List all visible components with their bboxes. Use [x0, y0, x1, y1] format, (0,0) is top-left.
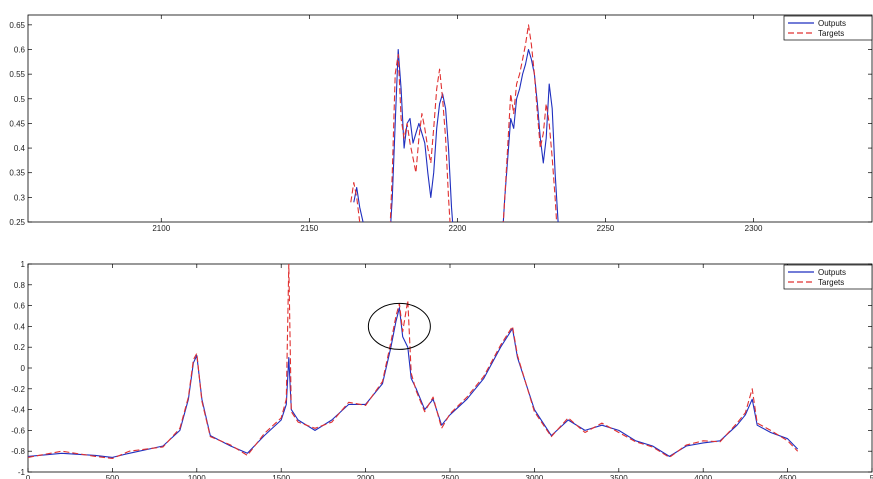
y-tick-label: 0.2 — [14, 343, 26, 352]
legend-label-outputs: Outputs — [818, 268, 846, 277]
x-tick-label: 2500 — [441, 474, 459, 479]
y-tick-label: 0.25 — [9, 218, 25, 227]
y-tick-label: 0.4 — [14, 322, 26, 331]
y-tick-label: 0.5 — [14, 95, 26, 104]
y-tick-label: -0.2 — [11, 385, 25, 394]
legend-box — [783, 15, 873, 41]
x-tick-label: 500 — [106, 474, 120, 479]
x-tick-label: 1000 — [188, 474, 206, 479]
legend-label-targets: Targets — [818, 278, 844, 287]
y-tick-label: 0.8 — [14, 281, 26, 290]
legend-label-targets: Targets — [818, 29, 844, 38]
y-tick-label: 1 — [21, 260, 26, 269]
legend-box — [783, 264, 873, 290]
x-tick-label: 2300 — [745, 224, 763, 233]
y-tick-label: 0.55 — [9, 70, 25, 79]
series-line-targets — [350, 24, 558, 222]
bottom-plot: -1 -0.8 -0.6 -0.4 -0.2 0 0.2 0.4 0.6 0.8 1 0 500 1000… — [11, 260, 873, 479]
x-tick-label: 3000 — [526, 474, 544, 479]
x-tick-label: 2200 — [449, 224, 467, 233]
y-tick-label: 0.6 — [14, 302, 26, 311]
x-tick-label: 4000 — [694, 474, 712, 479]
x-tick-label: 1500 — [272, 474, 290, 479]
annotation-ellipse — [367, 302, 431, 350]
x-tick-label: 2250 — [597, 224, 615, 233]
x-tick-label: 3500 — [610, 474, 628, 479]
y-tick-label: 0.35 — [9, 169, 25, 178]
x-tick-label: 5 — [870, 474, 873, 479]
series-line-targets — [28, 264, 799, 460]
y-tick-label: -0.6 — [11, 426, 25, 435]
x-tick-label: 2100 — [152, 224, 170, 233]
y-tick-label: -0.8 — [11, 447, 25, 456]
y-tick-label: 0.45 — [9, 119, 25, 128]
top-plot: 0.25 0.3 0.35 0.4 0.45 0.5 0.55 0.6 0.65 2100 2150… — [9, 14, 873, 233]
series-line-outputs — [353, 48, 559, 222]
legend-label-outputs: Outputs — [818, 19, 846, 28]
y-tick-label: 0.3 — [14, 193, 26, 202]
y-tick-label: 0 — [21, 364, 26, 373]
x-tick-label: 0 — [26, 474, 31, 479]
y-tick-label: 0.4 — [14, 144, 26, 153]
x-tick-label: 2150 — [300, 224, 318, 233]
y-tick-label: -1 — [18, 468, 26, 477]
y-tick-label: -0.4 — [11, 406, 25, 415]
plot-frame — [27, 14, 873, 223]
y-tick-label: 0.65 — [9, 21, 25, 30]
plot-frame — [27, 263, 873, 473]
x-tick-label: 2000 — [357, 474, 375, 479]
y-tick-label: 0.6 — [14, 46, 26, 55]
series-group — [28, 264, 799, 460]
x-tick-label: 4500 — [779, 474, 797, 479]
series-group — [350, 24, 559, 222]
